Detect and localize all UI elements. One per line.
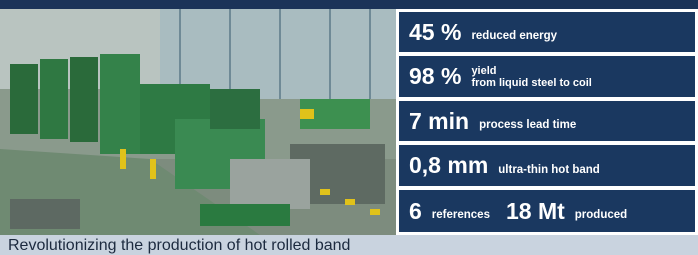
- stat-label: reduced energy: [471, 30, 557, 42]
- stat-value: 6: [409, 198, 422, 225]
- stat-label: references: [432, 209, 490, 221]
- stat-label: yield from liquid steel to coil: [471, 65, 591, 89]
- slide: 45 % reduced energy 98 % yield from liqu…: [0, 0, 698, 255]
- stat-label: ultra-thin hot band: [498, 164, 600, 176]
- stat-row: 7 min process lead time: [399, 101, 695, 141]
- stat-label: produced: [575, 209, 627, 221]
- stat-value: 0,8 mm: [409, 152, 488, 179]
- factory-photo: [0, 9, 396, 235]
- stat-value: 45 %: [409, 19, 461, 46]
- stat-label: process lead time: [479, 119, 576, 131]
- stat-label-line: from liquid steel to coil: [471, 77, 591, 89]
- stat-row: 0,8 mm ultra-thin hot band: [399, 145, 695, 186]
- stat-value: 18 Mt: [506, 198, 565, 225]
- stat-row: 6 references 18 Mt produced: [399, 190, 695, 232]
- stat-label-line: yield: [471, 65, 591, 77]
- caption: Revolutionizing the production of hot ro…: [0, 235, 698, 255]
- stat-value: 7 min: [409, 108, 469, 135]
- title-bar: [0, 0, 698, 9]
- stat-row: 45 % reduced energy: [399, 12, 695, 52]
- stat-row: 98 % yield from liquid steel to coil: [399, 56, 695, 97]
- stats-panel: 45 % reduced energy 98 % yield from liqu…: [396, 9, 698, 235]
- stat-value: 98 %: [409, 63, 461, 90]
